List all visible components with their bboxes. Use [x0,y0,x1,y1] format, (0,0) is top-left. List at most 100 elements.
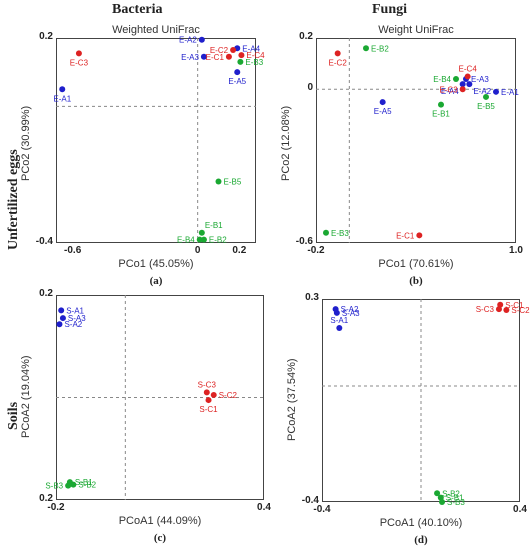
point-s-c3 [203,389,210,396]
point-e-a4 [459,81,466,88]
point-label-s-b3: S-B3 [45,482,63,491]
point-label-e-b5: E-B5 [224,178,242,187]
point-label-e-c3: E-C3 [439,85,458,94]
point-label-e-a5: E-A5 [228,77,246,86]
header-bacteria: Bacteria [112,2,163,17]
point-label-s-b2: S-B2 [78,481,96,490]
point-label-e-c2: E-C2 [210,46,229,55]
point-e-b1 [438,101,444,108]
x-axis-label-b: PCo1 (70.61%) [378,258,454,270]
point-label-s-a2: S-A2 [64,320,82,329]
y-tick-d-0: 0.3 [305,292,319,303]
x-axis-label-c: PCoA1 (44.09%) [118,515,202,527]
point-e-b4 [196,236,203,243]
point-label-e-b4: E-B4 [177,236,195,245]
point-e-c4 [464,73,471,80]
plot-frame [316,38,516,243]
point-s-b3 [65,482,72,489]
panel-label-b: (b) [409,275,423,287]
point-label-e-b1: E-B1 [432,110,450,119]
y-tick-b-2: -0.6 [295,236,313,247]
point-e-c3 [459,86,466,93]
y-axis-label-c: PCoA2 (19.04%) [20,354,32,438]
y-tick-b-0: 0.2 [299,31,313,42]
y-tick-d-1: -0.4 [301,495,319,506]
point-s-c2 [503,307,510,314]
point-label-e-a1: E-A1 [53,94,71,103]
point-e-b1 [198,229,205,236]
x-tick-b-1: 1.0 [509,245,523,256]
point-label-e-a4: E-A4 [242,44,260,53]
point-s-c2 [210,391,217,398]
point-label-e-c1: E-C1 [206,53,225,62]
x-tick-d-1: 0.4 [513,504,527,515]
y-axis-label-b: PCo2 (12.08%) [280,105,292,181]
chart-plot-d: S-A1 S-A2S-A3 S-B1S-B2S-B3 S-C1S-C2 S-C3 [322,299,530,507]
point-label-e-b2: E-B2 [371,44,389,53]
chart-plot-a: E-A1 E-A2 E-A3 E-A4 E-A5 E-B1 E-B2 E-B3 E-B4 E-B5… [53,36,265,245]
point-label-e-c2: E-C2 [329,58,348,67]
point-label-s-c3: S-C3 [198,380,217,389]
x-axis-label-d: PCoA1 (40.10%) [379,517,463,529]
point-label-e-b2: E-B2 [209,236,227,245]
x-tick-a-1: 0 [194,245,201,256]
point-label-e-b3: E-B3 [245,58,263,67]
point-e-a1 [493,88,499,95]
point-e-a2 [466,81,473,88]
x-axis-label-a: PCo1 (45.05%) [118,258,194,270]
y-tick-a-0: 0.2 [39,31,53,42]
x-tick-d-0: -0.4 [313,504,331,515]
point-e-b2 [200,236,207,243]
point-e-c2 [230,46,237,53]
point-label-e-c4: E-C4 [246,51,265,60]
point-s-b2 [70,481,77,488]
point-e-c4 [238,52,245,59]
chart-panel-d: S-A1 S-A2 S-A3 S-B1 S-B2 S-B3 S-C1 S-C2 S-C3 [322,299,530,507]
point-label-s-c1: S-C1 [199,405,218,414]
point-s-a2 [56,321,63,328]
point-e-b3 [237,58,244,65]
x-tick-b-0: -0.2 [307,245,325,256]
panel-label-c: (c) [153,532,167,544]
point-label-s-a1: S-A1 [330,316,348,325]
point-label-e-b3: E-B3 [331,229,349,238]
point-s-c1 [205,397,212,404]
panel-label-a: (a) [149,275,163,287]
plot-frame [56,38,256,243]
x-tick-c-0: -0.2 [47,502,65,513]
point-label-e-a3: E-A3 [471,75,489,84]
point-label-s-b2: S-B2 [442,489,460,498]
y-axis-label-a: PCo2 (30.99%) [20,105,32,181]
point-label-e-a3: E-A3 [181,53,199,62]
chart-panel-b: E-A1 E-A2 E-A3 E-A4 E-A5 E-B1 E-B2 E-B3 E-B4 E-B5… [316,38,519,243]
point-e-c3 [75,50,82,57]
point-label-e-a2: E-A2 [179,36,197,45]
point-e-a5 [379,99,386,106]
point-e-b2 [363,45,369,52]
point-label-s-a3: S-A3 [342,309,360,318]
point-label-e-b4: E-B4 [433,75,451,84]
point-label-e-b1: E-B1 [205,221,223,230]
y-tick-a-1: -0.4 [35,236,53,247]
point-label-e-a2: E-A2 [473,87,491,96]
point-e-b4 [453,76,459,82]
chart-panel-a: E-A1 E-A2 E-A3 E-A4 E-A5 E-B1 E-B2 E-B3 E-B4 E-B5… [53,36,265,245]
point-s-a1 [58,307,65,314]
point-s-a3 [59,315,66,322]
point-s-a3 [333,309,340,316]
point-label-e-c4: E-C4 [459,64,478,73]
point-label-e-a1: E-A1 [501,88,519,97]
y-axis-label-d: PCoA2 (37.54%) [286,357,298,441]
point-label-e-b5: E-B5 [477,102,495,111]
point-s-b3 [439,499,446,505]
point-label-e-a5: E-A5 [374,107,392,116]
point-label-s-a3: S-A3 [68,314,86,323]
point-label-e-c3: E-C3 [70,58,89,67]
point-label-e-a4: E-A4 [441,87,459,96]
y-tick-b-1: 0 [307,82,313,94]
point-e-a1 [59,86,66,93]
x-tick-a-2: 0.2 [232,245,247,256]
chart-title-a: Weighted UniFrac [112,24,200,36]
point-label-s-a2: S-A2 [341,305,359,314]
point-label-e-c1: E-C1 [396,231,415,240]
